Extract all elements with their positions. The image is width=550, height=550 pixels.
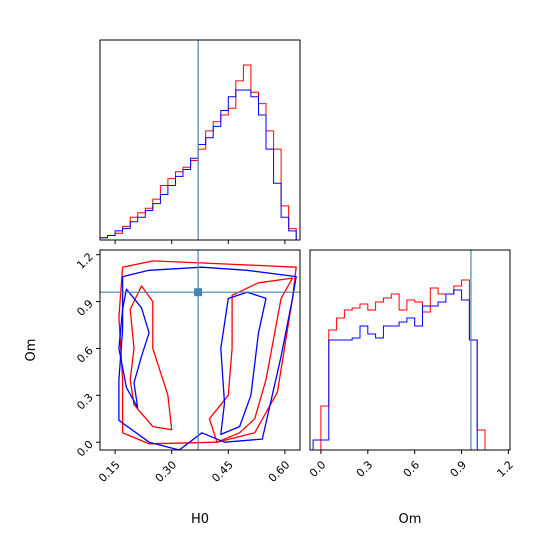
x-tick-label: 0.15: [96, 458, 123, 485]
hist-Om-panel: 0.0 0.3 0.6 0.9 1.2 Om: [307, 249, 516, 527]
x-tick-label: 0.45: [209, 458, 236, 485]
red-histogram-line: [313, 279, 501, 450]
x-tick-label: 0.60: [266, 458, 293, 485]
x-tick-label: 0.0: [307, 458, 329, 480]
x-tick-label: 0.6: [401, 458, 423, 480]
blue-contour: [118, 288, 150, 409]
y-tick-label: 1.2: [74, 250, 96, 272]
panel-frame: [309, 249, 511, 451]
y-tick-label: 0.9: [74, 297, 96, 319]
hist-H0-panel: [99, 39, 301, 244]
x-tick-label: 0.9: [448, 458, 470, 480]
truth-marker: [194, 288, 203, 297]
x-axis-label-Om: Om: [399, 512, 422, 527]
x-tick-label: 0.30: [153, 458, 180, 485]
red-contour: [129, 285, 173, 431]
red-contour: [118, 260, 297, 445]
x-tick-label: 0.3: [354, 458, 376, 480]
plot-area: [312, 250, 501, 450]
y-axis-label-Om: Om: [24, 339, 39, 362]
y-tick-label: 0.6: [74, 344, 96, 366]
panel-frame: [99, 39, 301, 241]
red-contour: [208, 277, 294, 443]
panel-frame: [99, 249, 301, 451]
contour-H0-Om-panel: 0.15 0.30 0.45 0.60 0.0 0.3 0.6 0.9 1.2 H0 Om: [24, 249, 301, 527]
plot-area: [100, 250, 300, 450]
blue-contour: [220, 291, 267, 436]
y-tick-label: 0.0: [74, 438, 96, 460]
blue-histogram-line: [312, 289, 501, 450]
x-axis-label-H0: H0: [191, 512, 209, 527]
blue-contour: [118, 266, 297, 450]
x-tick-label: 1.2: [494, 458, 516, 480]
plot-area: [100, 40, 297, 240]
y-tick-label: 0.3: [74, 391, 96, 413]
